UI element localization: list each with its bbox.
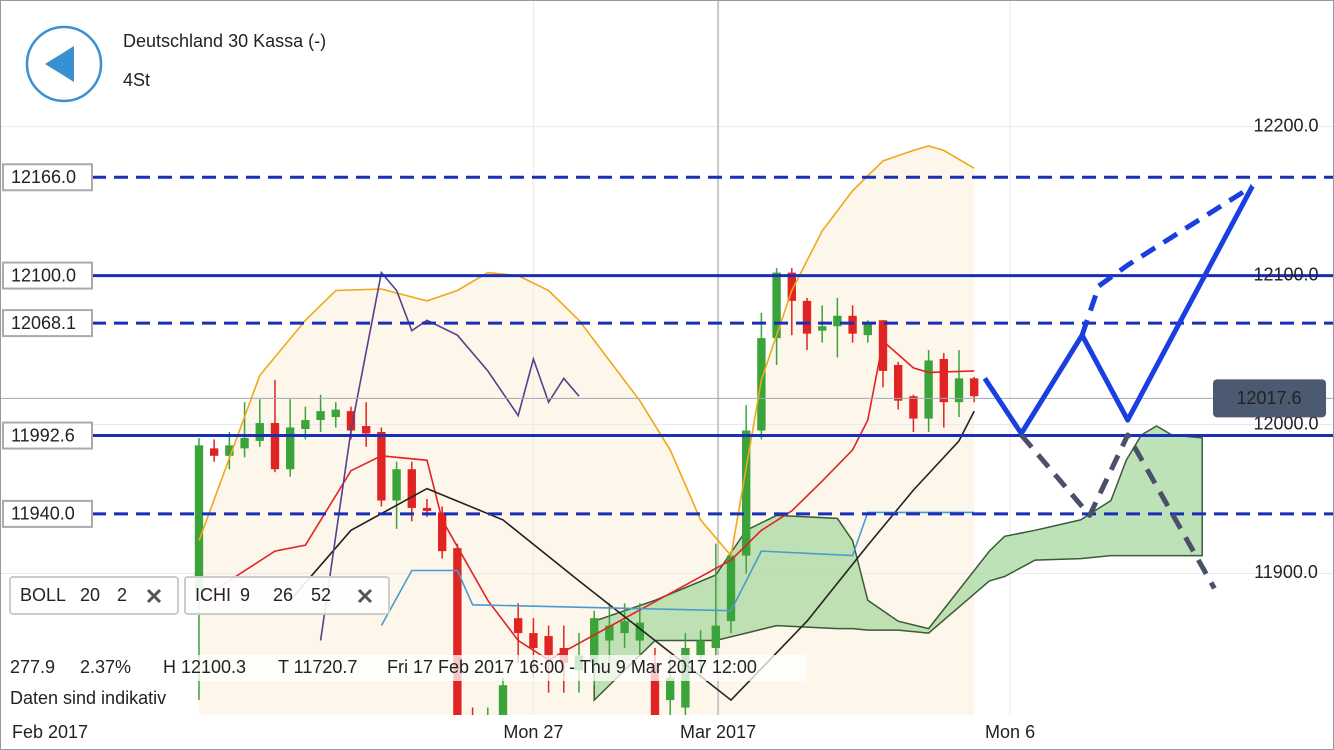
candle-body (514, 618, 523, 634)
candle-body (924, 360, 933, 419)
info-range: 277.9 (10, 657, 55, 677)
candle-body (316, 411, 325, 421)
candle-body (590, 618, 599, 663)
candle-body (666, 677, 675, 701)
back-arrow[interactable] (45, 46, 74, 82)
candle-body (954, 378, 964, 403)
candle-body (605, 625, 614, 641)
last-price-label: 12017.6 (1236, 388, 1301, 408)
indicator-line (198, 339, 975, 661)
candle-body (878, 320, 888, 371)
level-label: 12166.0 (11, 167, 76, 187)
candle-body (194, 445, 204, 590)
candle-body (392, 469, 401, 501)
candle-body (939, 358, 948, 403)
info-backdrop (6, 655, 806, 681)
indicator-chip[interactable] (184, 576, 390, 615)
level-label: 12100.0 (11, 265, 76, 285)
indicator-param: 52 (311, 585, 331, 605)
candle-body (331, 409, 340, 418)
candle-body (970, 378, 979, 397)
indicator-line (319, 270, 580, 641)
ichimoku-cloud (593, 425, 1203, 702)
level-label: 11940.0 (11, 504, 75, 524)
level-label-box (2, 163, 93, 192)
candle-body (225, 445, 234, 456)
info-period: Fri 17 Feb 2017 16:00 - Thu 9 Mar 2017 1… (387, 657, 757, 677)
chart-subtitle: 4St (123, 70, 150, 90)
candle-body (240, 437, 249, 449)
level-label-box (2, 309, 93, 338)
candle-body (422, 507, 432, 511)
candle-body (818, 326, 827, 331)
indicator-chip[interactable] (9, 576, 179, 615)
x-tick-label: Mon 27 (503, 722, 563, 742)
candle-body (407, 469, 416, 508)
y-tick-label: 11900.0 (1254, 562, 1318, 582)
candle-body (498, 685, 508, 715)
candle-body (833, 315, 842, 327)
last-price-badge (1213, 379, 1326, 418)
candle-body (848, 315, 857, 334)
x-tick-label: Mar 2017 (680, 722, 756, 742)
candle-body (285, 427, 295, 470)
candle-body (787, 272, 796, 301)
indicator-line (198, 145, 975, 558)
candle-body (772, 272, 781, 339)
indicator-param: 2 (117, 585, 127, 605)
info-change: 2.37% (80, 657, 131, 677)
level-label-box (2, 261, 93, 290)
candle-body (726, 555, 736, 622)
level-label: 11992.6 (11, 425, 75, 445)
candle-body (802, 300, 812, 334)
candle-body (711, 625, 720, 648)
candle-body (377, 431, 386, 501)
remove-icon[interactable] (357, 588, 373, 604)
indicator-param: 26 (273, 585, 293, 605)
candle-body (270, 423, 280, 470)
candle-body (362, 426, 371, 434)
candle-body (742, 430, 751, 556)
indicator-param: 9 (240, 585, 250, 605)
level-label-box (2, 499, 93, 528)
candle-body (909, 396, 918, 419)
y-tick-label: 12200.0 (1253, 115, 1318, 135)
candle-body (346, 411, 356, 431)
info-low: T 11720.7 (278, 657, 357, 677)
candle-body (255, 423, 264, 441)
indicator-name: ICHI (195, 585, 231, 605)
candle-body (529, 633, 538, 648)
candle-body (620, 621, 629, 634)
indicator-name: BOLL (20, 585, 66, 605)
candle-body (635, 622, 644, 641)
candle-body (650, 662, 660, 715)
indicator-line (380, 511, 975, 626)
level-label-box (2, 421, 93, 450)
candle-body (696, 640, 705, 656)
indicator-param: 20 (80, 585, 100, 605)
y-tick-label: 12100.0 (1253, 264, 1318, 284)
trend-drawing (1019, 432, 1217, 590)
trend-drawing (1079, 184, 1254, 337)
candle-body (453, 548, 462, 715)
info-high: H 12100.3 (163, 657, 246, 677)
candle-body (301, 420, 310, 429)
chart-title: Deutschland 30 Kassa (-) (123, 31, 326, 51)
candle-body (438, 512, 447, 552)
y-tick-label: 12000.0 (1253, 413, 1318, 433)
candle-body (544, 636, 553, 656)
candle-body (209, 448, 219, 456)
x-tick-label: Feb 2017 (12, 722, 88, 742)
x-axis-strip (0, 715, 1334, 750)
remove-icon[interactable] (146, 588, 162, 604)
x-tick-label: Mon 6 (985, 722, 1035, 742)
candle-body (863, 323, 872, 336)
notice: Daten sind indikativ (10, 688, 166, 708)
level-label: 12068.1 (11, 313, 76, 333)
candle-body (894, 364, 903, 401)
